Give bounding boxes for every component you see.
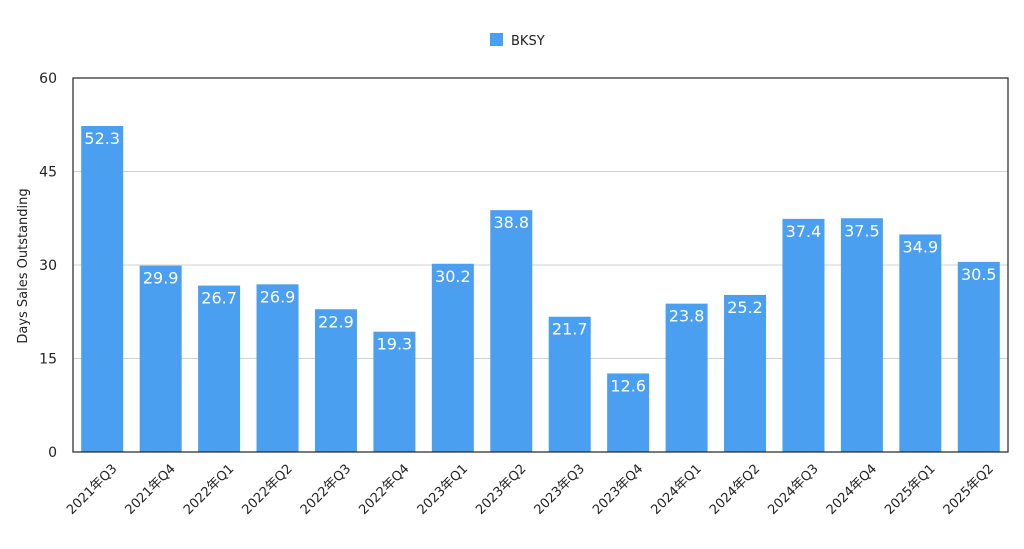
y-tick-label: 15	[39, 352, 57, 368]
bar	[548, 316, 591, 452]
y-axis-ticks: 0 15 30 45 60	[39, 71, 57, 461]
bars	[81, 125, 1000, 452]
y-axis-title: Days Sales Outstanding	[16, 188, 31, 343]
bar	[490, 210, 533, 452]
data-label: 25.2	[727, 298, 763, 317]
plot-frame	[72, 77, 1009, 453]
bar	[840, 218, 883, 452]
x-tick-label: 2022年Q2	[239, 462, 295, 518]
x-tick-label: 2024年Q3	[765, 462, 821, 518]
x-tick-label: 2022年Q4	[356, 462, 412, 518]
bar	[431, 263, 474, 452]
x-tick-label: 2025年Q1	[882, 462, 938, 518]
bar	[81, 125, 124, 452]
bar	[957, 261, 1000, 452]
data-labels: 52.3 29.9 26.7 26.9 22.9 19.3 30.2 38.8 21.7 12.6…	[84, 129, 996, 395]
x-tick-label: 2021年Q4	[123, 462, 179, 518]
x-tick-label: 2022年Q3	[298, 462, 354, 518]
x-tick-label: 2024年Q4	[824, 462, 880, 518]
data-label: 12.6	[610, 376, 646, 395]
bar	[782, 218, 825, 452]
x-tick-label: 2023年Q1	[415, 462, 471, 518]
data-label: 30.5	[961, 265, 997, 284]
data-label: 19.3	[377, 335, 413, 354]
y-tick-label: 0	[48, 445, 57, 461]
legend-swatch	[490, 33, 503, 46]
bar	[139, 265, 182, 452]
bar	[314, 309, 357, 452]
x-tick-label: 2024年Q1	[648, 462, 704, 518]
bar	[665, 303, 708, 452]
y-tick-label: 45	[39, 165, 57, 181]
x-tick-label: 2023年Q3	[532, 462, 588, 518]
x-tick-label: 2021年Q3	[64, 462, 120, 518]
data-label: 23.8	[669, 307, 705, 326]
bar	[899, 234, 942, 452]
x-tick-label: 2025年Q2	[941, 462, 997, 518]
data-label: 38.8	[493, 213, 529, 232]
data-label: 34.9	[903, 237, 939, 256]
x-tick-label: 2022年Q1	[181, 462, 237, 518]
data-label: 26.9	[260, 287, 296, 306]
data-label: 21.7	[552, 320, 588, 339]
data-label: 37.5	[844, 221, 880, 240]
data-label: 52.3	[84, 129, 120, 148]
bar	[198, 285, 241, 452]
data-label: 29.9	[143, 269, 179, 288]
x-axis-ticks: 2021年Q3 2021年Q4 2022年Q1 2022年Q2 2022年Q3 2022年…	[64, 462, 997, 518]
legend-label: BKSY	[511, 34, 545, 49]
data-label: 22.9	[318, 312, 354, 331]
bar	[373, 331, 416, 452]
legend: BKSY	[490, 33, 545, 49]
y-tick-label: 60	[39, 71, 57, 87]
x-tick-label: 2023年Q2	[473, 462, 529, 518]
data-label: 26.7	[201, 289, 237, 308]
bar	[256, 284, 299, 452]
data-label: 37.4	[786, 222, 822, 241]
x-tick-label: 2024年Q2	[707, 462, 763, 518]
y-tick-label: 30	[39, 258, 57, 274]
bar	[724, 294, 767, 452]
bar	[607, 373, 650, 452]
data-label: 30.2	[435, 267, 471, 286]
x-tick-label: 2023年Q4	[590, 462, 646, 518]
